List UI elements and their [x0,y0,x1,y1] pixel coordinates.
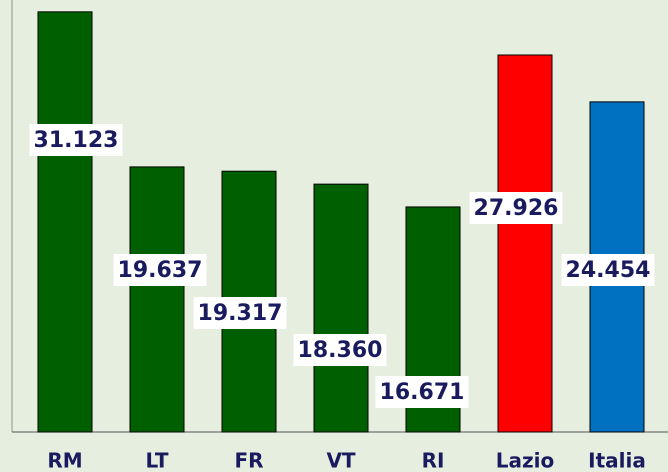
x-tick-label: LT [145,449,168,472]
value-label: 31.123 [34,128,119,153]
x-tick-label: RM [47,449,82,472]
bar [37,11,93,433]
x-tick-label: FR [234,449,263,472]
value-label-bg [375,376,469,408]
value-label-bg [293,334,387,366]
value-label: 19.317 [198,301,283,326]
x-tick-label: RI [422,449,445,472]
bar [497,54,553,433]
bar [313,183,369,433]
value-label: 19.637 [118,258,203,283]
value-label: 24.454 [566,258,651,283]
value-label-bg [113,254,207,286]
x-tick-label: Italia [588,449,646,472]
value-label-bg [29,124,123,156]
x-tick-label: Lazio [496,449,554,472]
value-label: 18.360 [298,338,383,363]
value-label: 27.926 [474,196,559,221]
bar [129,166,185,433]
value-label-bg [469,192,563,224]
value-label-bg [193,297,287,329]
x-tick-label: VT [326,449,355,472]
value-label-bg [561,254,655,286]
value-label: 16.671 [380,380,465,405]
